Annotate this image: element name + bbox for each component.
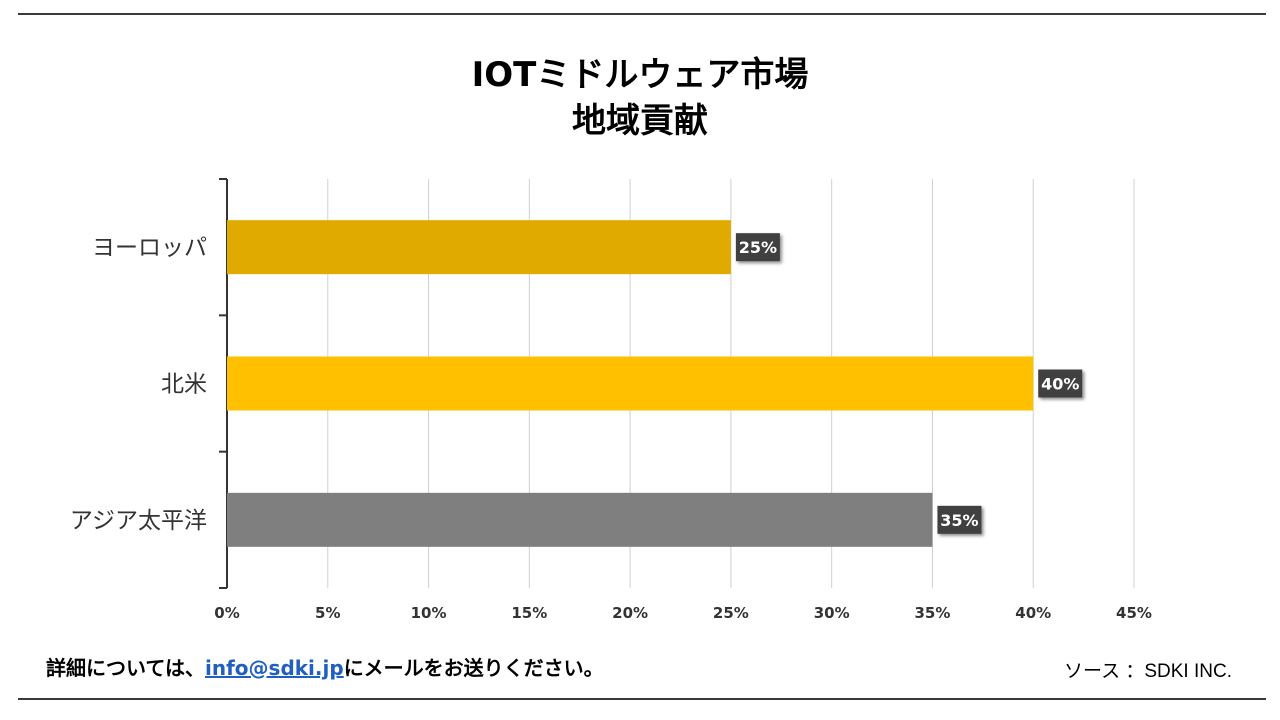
email-link[interactable]: info@sdki.jp [205, 656, 344, 680]
chart-title: IOTミドルウェア市場 [471, 55, 809, 95]
source-note: ソース ：SDKI INC. [1064, 661, 1232, 682]
data-label-box [937, 505, 982, 534]
bar [227, 492, 933, 547]
category-label: ヨーロッパ [92, 235, 207, 261]
contact-suffix: にメールをお送りください。 [343, 656, 604, 680]
contact-prefix: 詳細については、 [46, 656, 205, 680]
contact-note: 詳細については、info@sdki.jpにメールをお送りください。 [46, 652, 604, 681]
data-label-box [1038, 369, 1083, 398]
category-label: アジア太平洋 [70, 508, 207, 534]
bar [227, 356, 1034, 411]
x-tick-label: 35% [914, 604, 950, 622]
x-tick-label: 10% [411, 604, 447, 622]
data-label: 25% [739, 238, 777, 257]
data-label: 35% [940, 511, 978, 530]
bottom-rule [18, 698, 1266, 700]
x-tick-label: 20% [612, 604, 648, 622]
bar [227, 220, 731, 275]
x-tick-label: 0% [214, 604, 239, 622]
category-label: 北米 [161, 372, 207, 398]
x-tick-label: 5% [315, 604, 340, 622]
top-rule [18, 13, 1266, 15]
data-label: 40% [1041, 375, 1079, 394]
x-tick-label: 40% [1015, 604, 1051, 622]
chart-subtitle: 地域貢献 [572, 101, 708, 141]
x-tick-label: 25% [713, 604, 749, 622]
data-label-box [735, 233, 780, 262]
x-tick-label: 15% [511, 604, 547, 622]
x-tick-label: 45% [1116, 604, 1152, 622]
x-tick-label: 30% [814, 604, 850, 622]
